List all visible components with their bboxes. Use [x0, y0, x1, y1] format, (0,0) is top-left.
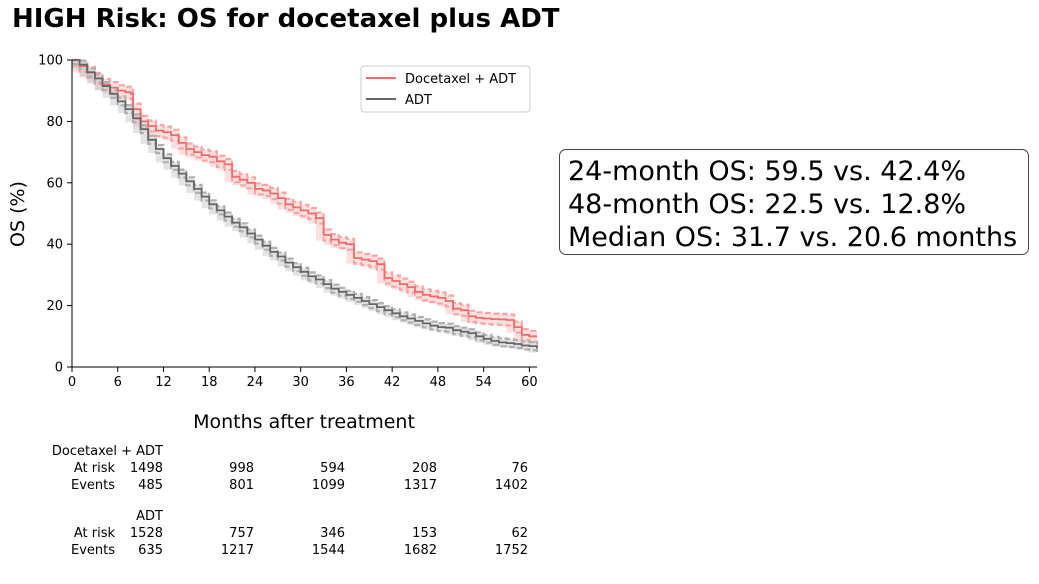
risk-cell: 62	[511, 526, 528, 541]
risk-row-label: Events	[70, 543, 115, 558]
y-axis-label: OS (%)	[7, 181, 29, 247]
x-tick-label: 12	[155, 375, 172, 390]
risk-group-name: Docetaxel + ADT	[51, 444, 163, 459]
legend: Docetaxel + ADT ADT	[360, 65, 531, 113]
risk-table: Docetaxel + ADT At risk 1498 998 594 208 76 Eve…	[0, 444, 560, 574]
stat-24-month: 24-month OS: 59.5 vs. 42.4%	[568, 156, 967, 187]
y-tick-label: 100	[38, 54, 63, 69]
legend-label-0: Docetaxel + ADT	[405, 72, 516, 87]
risk-cell: 1528	[129, 526, 163, 541]
risk-cell: 346	[320, 526, 345, 541]
x-tick-label: 48	[430, 375, 447, 390]
y-tick-label: 60	[46, 176, 63, 191]
stat-48-month: 48-month OS: 22.5 vs. 12.8%	[568, 189, 967, 220]
risk-cell: 1498	[129, 461, 163, 476]
ci-lower-1	[72, 62, 539, 353]
risk-cell: 1544	[311, 543, 345, 558]
y-tick-label: 20	[46, 299, 63, 314]
risk-cell: 1317	[403, 478, 437, 493]
risk-cell: 757	[229, 526, 254, 541]
x-tick-label: 54	[475, 375, 492, 390]
y-tick-label: 40	[46, 238, 63, 253]
risk-cell: 635	[138, 543, 163, 558]
y-tick-label: 80	[46, 115, 63, 130]
risk-cell: 1682	[403, 543, 437, 558]
x-tick-label: 36	[338, 375, 355, 390]
risk-cell: 1752	[494, 543, 528, 558]
risk-cell: 485	[138, 478, 163, 493]
risk-cell: 998	[229, 461, 254, 476]
risk-cell: 801	[229, 478, 254, 493]
axes: 0 6 12 18 24 30 36 42 48 54 60 0 20 40 60 80 100	[38, 54, 537, 391]
ci-upper-1	[72, 58, 539, 345]
x-tick-label: 24	[247, 375, 264, 390]
x-axis-label: Months after treatment	[193, 411, 415, 433]
ci-upper-0	[72, 58, 537, 332]
risk-cell: 153	[412, 526, 437, 541]
stat-median: Median OS: 31.7 vs. 20.6 months	[568, 222, 1018, 253]
y-tick-label: 0	[55, 361, 63, 376]
risk-group-name: ADT	[136, 509, 163, 524]
chart-title: HIGH Risk: OS for docetaxel plus ADT	[12, 4, 560, 34]
risk-row-label: At risk	[73, 526, 115, 541]
risk-row-label: At risk	[73, 461, 115, 476]
legend-frame	[360, 65, 531, 113]
x-tick-label: 0	[68, 375, 76, 390]
risk-cell: 1402	[494, 478, 528, 493]
x-tick-label: 6	[114, 375, 122, 390]
survival-curve-1	[72, 59, 538, 349]
stats-box: 24-month OS: 59.5 vs. 42.4% 48-month OS:…	[559, 149, 1029, 255]
risk-cell: 208	[412, 461, 437, 476]
risk-cell: 1099	[311, 478, 345, 493]
risk-row-label: Events	[70, 478, 115, 493]
ci-lower-0	[72, 64, 537, 343]
risk-cell: 76	[511, 461, 528, 476]
x-tick-label: 30	[292, 375, 309, 390]
x-tick-label: 60	[521, 375, 538, 390]
survival-curve-0	[72, 59, 537, 338]
legend-label-1: ADT	[405, 93, 432, 108]
risk-cell: 594	[320, 461, 345, 476]
survival-curves	[72, 59, 538, 349]
risk-cell: 1217	[220, 543, 254, 558]
x-tick-label: 42	[384, 375, 401, 390]
x-tick-label: 18	[201, 375, 218, 390]
